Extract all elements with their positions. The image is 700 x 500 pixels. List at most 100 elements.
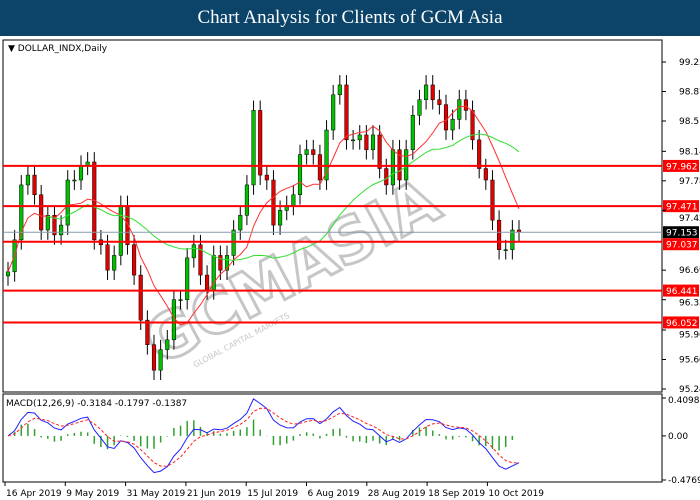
candle — [244, 175, 249, 226]
candle-body — [185, 257, 190, 300]
candle-body — [258, 110, 263, 176]
candle-body — [5, 271, 11, 277]
candle-body — [503, 249, 508, 251]
level-label: 97.037 — [666, 241, 698, 251]
current-price-label: 97.153 — [666, 229, 698, 239]
price-tick-label: 95.240 — [679, 385, 700, 395]
candle-body — [297, 154, 303, 196]
candle-body — [324, 129, 329, 181]
candle-body — [205, 274, 210, 291]
level-label: 96.052 — [666, 319, 698, 329]
candle — [430, 75, 435, 110]
candle-body — [78, 165, 84, 181]
date-tick-label: 31 May 2019 — [127, 489, 186, 499]
date-tick-label: 16 Apr 2019 — [6, 489, 62, 499]
candle — [317, 144, 322, 190]
candle-body — [165, 339, 170, 350]
candle — [450, 109, 455, 140]
candle — [39, 184, 44, 240]
candle-body — [118, 205, 123, 256]
candle — [271, 170, 276, 235]
date-tick-label: 18 Sep 2019 — [428, 489, 485, 499]
candle-body — [105, 244, 110, 271]
price-tick-label: 96.330 — [679, 299, 700, 309]
candle-body — [39, 194, 44, 231]
price-tick-label: 95.600 — [679, 355, 700, 365]
candle — [463, 89, 468, 121]
candle — [72, 170, 77, 190]
candle-body — [178, 299, 183, 301]
candle-body — [72, 179, 77, 182]
macd-tick-label: 0.00 — [668, 432, 688, 442]
macd-tick-label: -0.4769 — [668, 476, 700, 486]
date-tick-label: 15 Jul 2019 — [247, 489, 298, 499]
candle — [443, 94, 449, 140]
candle — [483, 158, 488, 190]
candle — [510, 220, 515, 260]
candle — [185, 248, 190, 310]
candle — [32, 165, 37, 205]
candle-body — [278, 210, 283, 226]
date-tick-label: 10 Oct 2019 — [488, 489, 544, 499]
candle — [165, 329, 170, 360]
candle-body — [377, 134, 382, 169]
candle — [424, 75, 429, 110]
candle-body — [25, 174, 30, 186]
candle — [477, 130, 482, 179]
candle-body — [19, 184, 24, 241]
candle-body — [337, 84, 342, 96]
candle — [437, 89, 442, 115]
candle-body — [132, 244, 137, 276]
date-tick-label: 9 May 2019 — [66, 489, 119, 499]
candle — [132, 234, 137, 285]
candle-body — [224, 255, 230, 271]
candle — [25, 165, 30, 195]
candle-body — [304, 149, 309, 155]
candle-body — [477, 139, 482, 169]
date-tick-label: 21 Jun 2019 — [187, 489, 241, 499]
candle-body — [59, 224, 64, 236]
candle — [138, 265, 143, 330]
price-tick-label: 97.420 — [679, 214, 700, 224]
macd-tick-label: 0.4098 — [668, 396, 700, 406]
candle-body — [317, 154, 322, 181]
level-badge — [663, 284, 699, 297]
candle — [145, 310, 150, 355]
candle — [59, 215, 64, 245]
candle — [497, 210, 502, 260]
candle — [297, 144, 303, 205]
level-badge — [663, 159, 699, 172]
candle — [224, 245, 230, 280]
date-tick-label: 6 Aug 2019 — [308, 489, 360, 499]
candle — [357, 125, 362, 150]
candle-body — [417, 99, 422, 116]
axes: 99.230 98.870 98.510 98.140 97.962 97.780 97.4… — [4, 58, 700, 499]
candle-body — [463, 99, 468, 111]
candle-body — [244, 184, 249, 216]
candle-body — [364, 134, 369, 150]
level-label: 96.441 — [666, 287, 698, 297]
candle-body — [430, 84, 435, 100]
candle-body — [198, 244, 203, 276]
date-tick-label: 28 Aug 2019 — [368, 489, 426, 499]
candle-body — [457, 99, 462, 120]
candle-body — [470, 110, 475, 141]
candle-body — [238, 215, 243, 231]
candle-body — [271, 179, 276, 226]
candle-body — [251, 110, 256, 186]
level-badge — [663, 316, 699, 329]
candle-body — [490, 179, 495, 221]
candle — [258, 100, 263, 185]
candle-body — [384, 168, 389, 186]
price-tick-label: 95.960 — [679, 330, 700, 340]
candle-body — [151, 344, 157, 371]
macd-pane-frame — [2, 393, 663, 483]
candle-body — [45, 215, 50, 231]
candle-body — [218, 255, 223, 271]
candle-body — [145, 319, 150, 345]
chart-title: Chart Analysis for Clients of GCM Asia — [0, 0, 700, 36]
candle-body — [112, 255, 117, 271]
candle-body — [138, 274, 143, 321]
